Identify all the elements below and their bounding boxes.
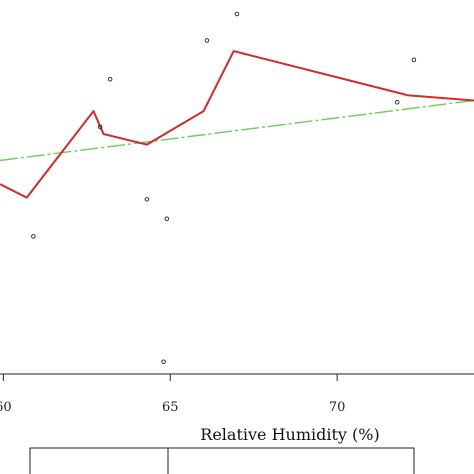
data-point	[234, 11, 240, 17]
boxplot-below	[29, 447, 415, 474]
data-point	[107, 77, 113, 82]
data-point	[411, 57, 417, 63]
x-tick-label: 60	[0, 400, 12, 415]
smooth-line	[0, 50, 474, 199]
x-tick-label: 70	[329, 400, 346, 415]
plot-area	[0, 11, 474, 364]
data-point	[394, 99, 400, 105]
data-point	[97, 124, 103, 130]
data-point	[164, 216, 170, 221]
data-point	[161, 359, 166, 364]
data-point	[31, 234, 36, 239]
trend-line	[0, 99, 474, 162]
boxplot-box	[29, 447, 415, 474]
x-axis-title: Relative Humidity (%)	[200, 425, 379, 444]
x-tick-label: 65	[162, 400, 179, 415]
data-point	[204, 38, 210, 43]
data-point	[144, 197, 150, 202]
x-axis: 60 65 70 Relative Humidity (%)	[0, 373, 474, 444]
x-ticks: 60 65 70	[0, 374, 345, 415]
